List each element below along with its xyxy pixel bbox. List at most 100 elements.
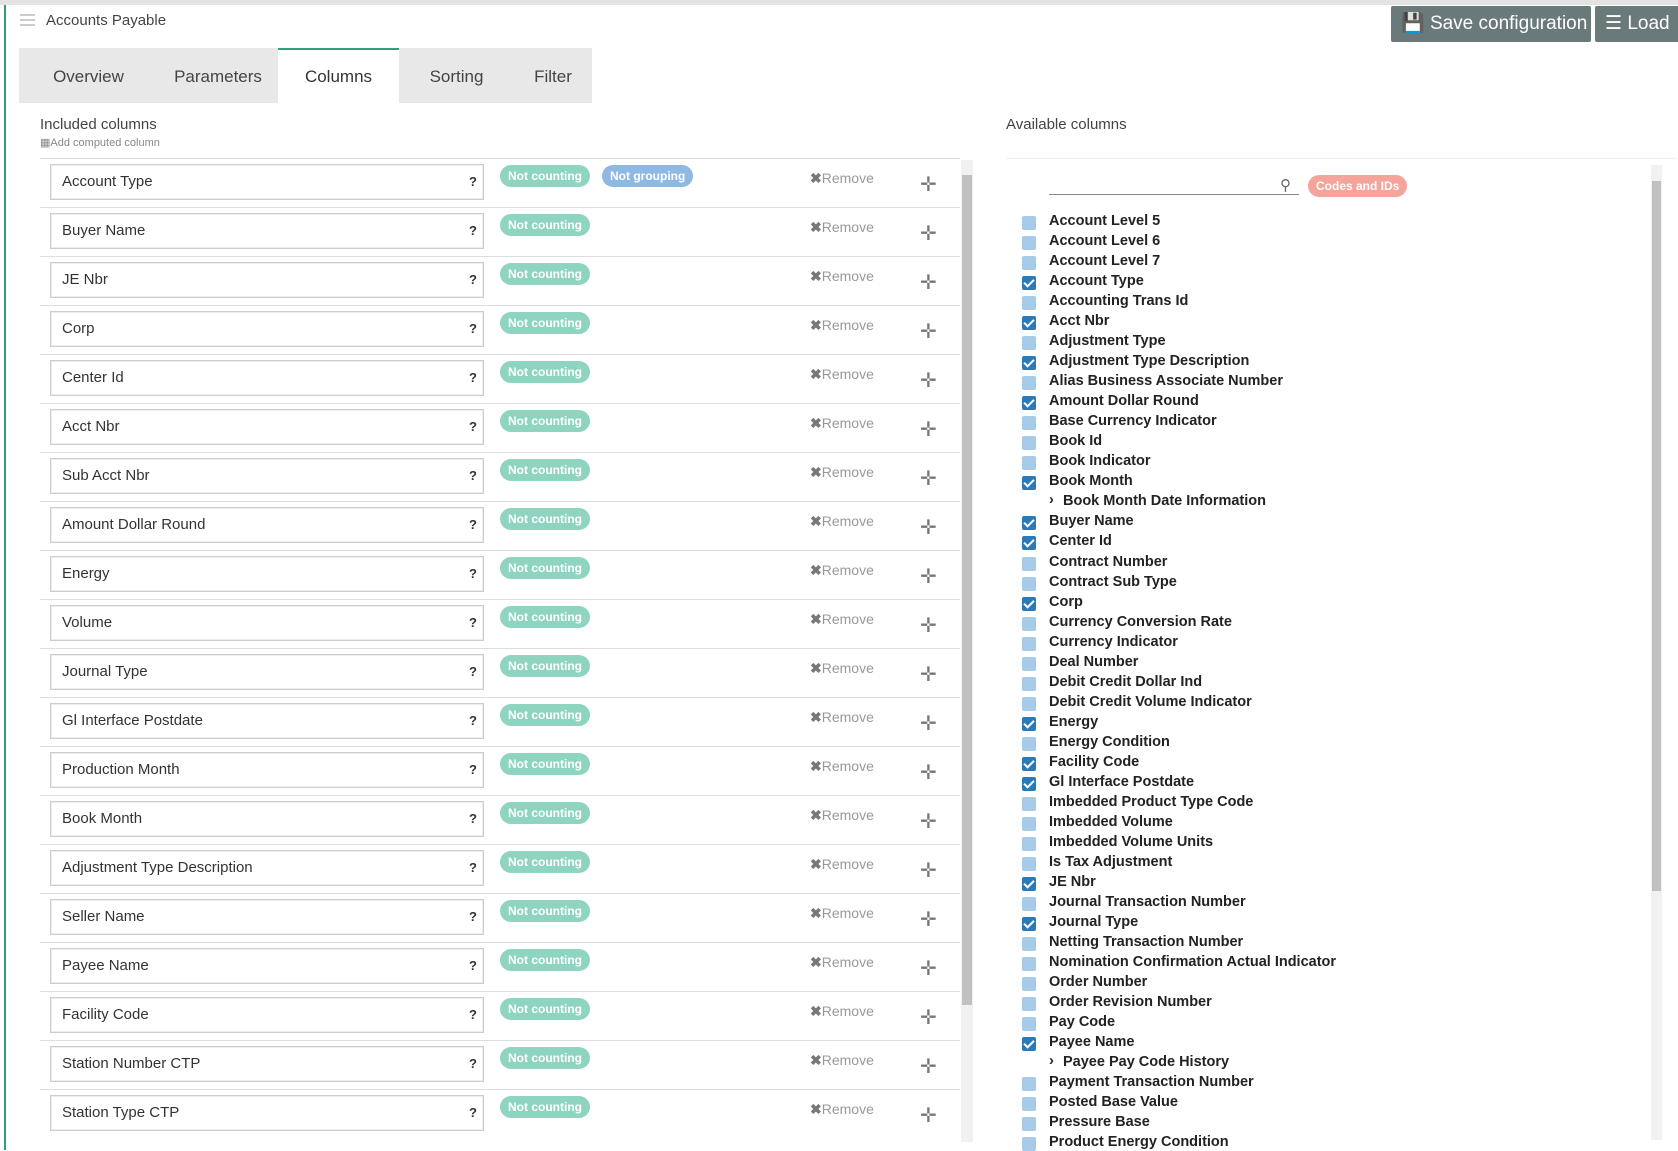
column-option[interactable]: Account Level 6 [1049, 233, 1161, 250]
column-input[interactable]: Payee Name? [50, 948, 484, 984]
help-icon[interactable]: ? [469, 517, 477, 532]
checkbox[interactable] [1022, 1037, 1036, 1052]
help-icon[interactable]: ? [469, 1056, 477, 1071]
checkbox[interactable] [1022, 1137, 1036, 1151]
column-option[interactable]: Amount Dollar Round [1049, 393, 1199, 410]
checkbox[interactable] [1022, 776, 1036, 791]
column-option[interactable]: Imbedded Product Type Code [1049, 793, 1254, 810]
help-icon[interactable]: ? [469, 615, 477, 630]
column-option[interactable]: Book Id [1049, 433, 1103, 450]
column-option[interactable]: Acct Nbr [1049, 313, 1110, 330]
help-icon[interactable]: ? [469, 1105, 477, 1120]
badge[interactable]: Not counting [500, 655, 590, 677]
column-input[interactable]: Facility Code? [50, 997, 484, 1033]
checkbox[interactable] [1022, 576, 1036, 591]
column-option[interactable]: Account Type [1049, 273, 1144, 290]
move-handle[interactable]: ✛ [920, 664, 937, 686]
remove-button[interactable]: ✖Remove [810, 1003, 874, 1020]
remove-button[interactable]: ✖Remove [810, 1052, 874, 1069]
badge[interactable]: Not counting [500, 1047, 590, 1069]
move-handle[interactable]: ✛ [920, 321, 937, 343]
tab[interactable]: Filter [534, 67, 572, 86]
help-icon[interactable]: ? [469, 419, 477, 434]
move-handle[interactable]: ✛ [920, 517, 937, 539]
move-handle[interactable]: ✛ [920, 762, 937, 784]
column-option[interactable]: Debit Credit Dollar Ind [1049, 673, 1203, 690]
column-input[interactable]: JE Nbr? [50, 262, 484, 298]
group-label[interactable]: Book Month Date Information [1063, 493, 1266, 510]
column-input[interactable]: Station Number CTP? [50, 1046, 484, 1082]
badge[interactable]: Not counting [500, 900, 590, 922]
group-chevron[interactable]: › [1049, 492, 1054, 509]
column-option[interactable]: Order Number [1049, 974, 1148, 991]
checkbox[interactable] [1022, 676, 1036, 691]
checkbox[interactable] [1022, 696, 1036, 711]
column-option[interactable]: Adjustment Type [1049, 333, 1166, 350]
column-input[interactable]: Station Type CTP? [50, 1095, 484, 1131]
badge[interactable]: Not counting [500, 802, 590, 824]
column-input[interactable]: Account Type? [50, 164, 484, 200]
column-option[interactable]: Account Level 5 [1049, 213, 1161, 229]
column-option[interactable]: Is Tax Adjustment [1049, 853, 1173, 870]
checkbox[interactable] [1022, 1117, 1036, 1132]
help-icon[interactable]: ? [469, 321, 477, 336]
remove-button[interactable]: ✖Remove [810, 268, 874, 285]
badge[interactable]: Not counting [500, 998, 590, 1020]
checkbox[interactable] [1022, 516, 1036, 531]
tab[interactable]: Parameters [174, 67, 262, 86]
checkbox[interactable] [1022, 656, 1036, 671]
help-icon[interactable]: ? [469, 566, 477, 581]
remove-button[interactable]: ✖Remove [810, 219, 874, 236]
checkbox[interactable] [1022, 276, 1036, 291]
move-handle[interactable]: ✛ [920, 272, 937, 294]
column-option[interactable]: Imbedded Volume [1049, 813, 1173, 830]
column-input[interactable]: Production Month? [50, 752, 484, 788]
badge[interactable]: Not counting [500, 214, 590, 236]
column-option[interactable]: Currency Conversion Rate [1049, 613, 1232, 630]
move-handle[interactable]: ✛ [920, 1105, 937, 1127]
move-handle[interactable]: ✛ [920, 370, 937, 392]
move-handle[interactable]: ✛ [920, 713, 937, 735]
menu-icon[interactable] [20, 14, 35, 26]
column-option[interactable]: Product Energy Condition [1049, 1134, 1229, 1151]
move-handle[interactable]: ✛ [920, 909, 937, 931]
help-icon[interactable]: ? [469, 811, 477, 826]
badge[interactable]: Not counting [500, 263, 590, 285]
column-option[interactable]: Journal Type [1049, 914, 1139, 931]
remove-button[interactable]: ✖Remove [810, 954, 874, 971]
checkbox[interactable] [1022, 616, 1036, 631]
checkbox[interactable] [1022, 856, 1036, 871]
column-option[interactable]: Facility Code [1049, 753, 1140, 770]
help-icon[interactable]: ? [469, 958, 477, 973]
column-option[interactable]: Accounting Trans Id [1049, 293, 1189, 310]
badge[interactable]: Not counting [500, 508, 590, 530]
tab[interactable]: Overview [53, 67, 124, 86]
help-icon[interactable]: ? [469, 713, 477, 728]
checkbox[interactable] [1022, 376, 1036, 391]
help-icon[interactable]: ? [469, 664, 477, 679]
checkbox[interactable] [1022, 416, 1036, 431]
checkbox[interactable] [1022, 1017, 1036, 1032]
remove-button[interactable]: ✖Remove [810, 758, 874, 775]
column-input[interactable]: Book Month? [50, 801, 484, 837]
badge[interactable]: Not counting [500, 704, 590, 726]
column-option[interactable]: Debit Credit Volume Indicator [1049, 693, 1252, 710]
column-input[interactable]: Corp? [50, 311, 484, 347]
badge[interactable]: Not counting [500, 312, 590, 334]
column-input[interactable]: Sub Acct Nbr? [50, 458, 484, 494]
move-handle[interactable]: ✛ [920, 958, 937, 980]
column-option[interactable]: Alias Business Associate Number [1049, 373, 1283, 390]
remove-button[interactable]: ✖Remove [810, 366, 874, 383]
checkbox[interactable] [1022, 836, 1036, 851]
move-handle[interactable]: ✛ [920, 1056, 937, 1078]
column-option[interactable]: Book Month [1049, 473, 1133, 490]
column-option[interactable]: Gl Interface Postdate [1049, 773, 1195, 790]
checkbox[interactable] [1022, 756, 1036, 771]
column-option[interactable]: Energy [1049, 713, 1099, 730]
filter-chip[interactable]: Codes and IDs [1308, 175, 1408, 197]
badge[interactable]: Not counting [500, 949, 590, 971]
checkbox[interactable] [1022, 997, 1036, 1012]
move-handle[interactable]: ✛ [920, 860, 937, 882]
checkbox[interactable] [1022, 216, 1036, 230]
save-button[interactable]: 💾 Save configuration [1391, 6, 1591, 42]
